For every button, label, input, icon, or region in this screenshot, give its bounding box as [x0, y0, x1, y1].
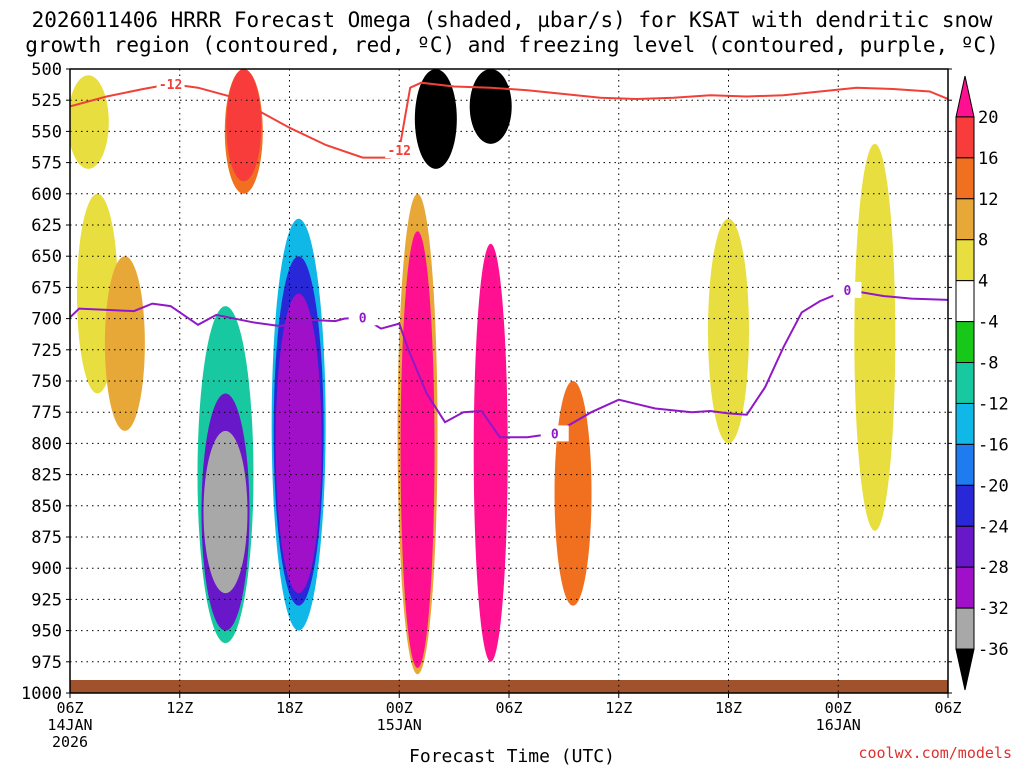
omega-shading	[70, 69, 896, 675]
x-tick-date: 14JAN	[47, 716, 92, 734]
red-contour-label: -12	[388, 144, 411, 159]
y-tick-label: 975	[31, 653, 62, 673]
x-tick-label: 00Z	[386, 699, 413, 717]
y-tick-label: 600	[31, 185, 62, 205]
red-contour-label-bg	[156, 75, 185, 92]
colorbar-swatch	[955, 157, 975, 200]
colorbar-swatch	[955, 648, 975, 691]
colorbar-label: -36	[978, 640, 1009, 660]
red-contour-label-bg	[385, 142, 414, 159]
omega-cell-12	[400, 231, 435, 669]
x-tick-date: 15JAN	[377, 716, 422, 734]
y-tick-label: 750	[31, 372, 62, 392]
colorbar: 20 16 12 8 4 -4 -8 -12 -16 -20 -24 -28 -32 -36	[955, 75, 1009, 691]
colorbar-label: 8	[978, 231, 988, 251]
omega-cell-2	[104, 256, 145, 431]
colorbar-label: 4	[978, 272, 988, 292]
colorbar-swatch	[955, 321, 975, 364]
colorbar-label: -8	[978, 354, 998, 374]
purple-contour	[70, 288, 948, 439]
omega-cell-18	[854, 143, 896, 531]
colorbar-label: 16	[978, 149, 998, 169]
colorbar-swatch	[955, 75, 975, 118]
x-tick-label: 06Z	[495, 699, 522, 717]
colorbar-label: 20	[978, 108, 998, 128]
y-tick-label: 500	[31, 60, 62, 80]
colorbar-swatch	[955, 443, 975, 486]
chart-title: 2026011406 HRRR Forecast Omega (shaded, …	[0, 8, 1024, 58]
purple-contour-label-bg	[540, 425, 569, 442]
purple-contour-label: 0	[551, 427, 559, 442]
x-tick-label: 18Z	[276, 699, 303, 717]
colorbar-label: -12	[978, 394, 1009, 414]
title-line-2: growth region (contoured, red, ºC) and f…	[25, 33, 999, 57]
contour-labels: -12 -12 0 0 0	[156, 75, 862, 442]
x-tick-label: 12Z	[166, 699, 193, 717]
colorbar-swatch	[955, 566, 975, 609]
colorbar-label: 12	[978, 190, 998, 210]
y-tick-label: 775	[31, 403, 62, 423]
grid-lines	[70, 69, 948, 693]
credit-text: coolwx.com/models	[858, 744, 1012, 762]
y-tick-label: 550	[31, 122, 62, 142]
colorbar-label: -24	[978, 517, 1009, 537]
purple-contour-label-bg	[833, 281, 862, 298]
y-tick-label: 675	[31, 278, 62, 298]
omega-cell-0	[70, 75, 109, 169]
omega-cell-14	[469, 69, 512, 144]
colorbar-swatch	[955, 362, 975, 404]
omega-cell-17	[708, 218, 749, 444]
y-tick-label: 825	[31, 466, 62, 486]
red-contour	[70, 81, 948, 159]
purple-contour-label: 0	[843, 284, 851, 299]
colorbar-swatch	[955, 607, 975, 650]
y-tick-label: 850	[31, 497, 62, 517]
colorbar-label: -20	[978, 476, 1009, 496]
x-tick-label: 06Z	[56, 699, 83, 717]
x-axis-label: Forecast Time (UTC)	[409, 746, 615, 767]
colorbar-swatch	[955, 239, 975, 282]
x-tick-label: 00Z	[825, 699, 852, 717]
x-tick-year: 2026	[52, 733, 88, 751]
y-tick-label: 525	[31, 91, 62, 111]
x-tick-label: 18Z	[715, 699, 742, 717]
omega-cell-4	[226, 69, 262, 182]
y-tick-label: 900	[31, 559, 62, 579]
y-tick-label: 700	[31, 310, 62, 330]
y-tick-label: 650	[31, 247, 62, 267]
x-tick-label: 06Z	[934, 699, 961, 717]
omega-cell-10	[275, 293, 322, 594]
y-tick-label: 1000	[21, 684, 62, 704]
y-tick-label: 800	[31, 434, 62, 454]
purple-contour-label-bg	[348, 309, 377, 326]
colorbar-label: -28	[978, 558, 1009, 578]
omega-cell-15	[473, 243, 508, 662]
y-tick-label: 950	[31, 622, 62, 642]
purple-contour-label: 0	[359, 311, 367, 326]
y-axis-ticks: 500 525 550 575 600 625 650 675 700 725 750 775 800 8…	[21, 60, 952, 704]
colorbar-label: -16	[978, 435, 1009, 455]
y-tick-label: 925	[31, 590, 62, 610]
y-tick-label: 575	[31, 154, 62, 174]
x-tick-date: 16JAN	[816, 716, 861, 734]
y-tick-label: 725	[31, 341, 62, 361]
omega-cell-7	[203, 430, 248, 594]
colorbar-swatch	[955, 116, 975, 159]
title-line-1: 2026011406 HRRR Forecast Omega (shaded, …	[31, 8, 993, 32]
contour-lines	[70, 81, 948, 439]
omega-cell-13	[414, 69, 457, 169]
red-contour-label: -12	[159, 78, 182, 93]
colorbar-swatch	[955, 198, 975, 241]
y-tick-label: 875	[31, 528, 62, 548]
y-tick-label: 625	[31, 216, 62, 236]
colorbar-swatch	[955, 280, 975, 323]
colorbar-swatch	[955, 402, 975, 445]
colorbar-label: -4	[978, 313, 998, 333]
x-tick-label: 12Z	[605, 699, 632, 717]
colorbar-swatch	[955, 525, 975, 568]
colorbar-label: -32	[978, 599, 1009, 619]
colorbar-swatch	[955, 484, 975, 527]
